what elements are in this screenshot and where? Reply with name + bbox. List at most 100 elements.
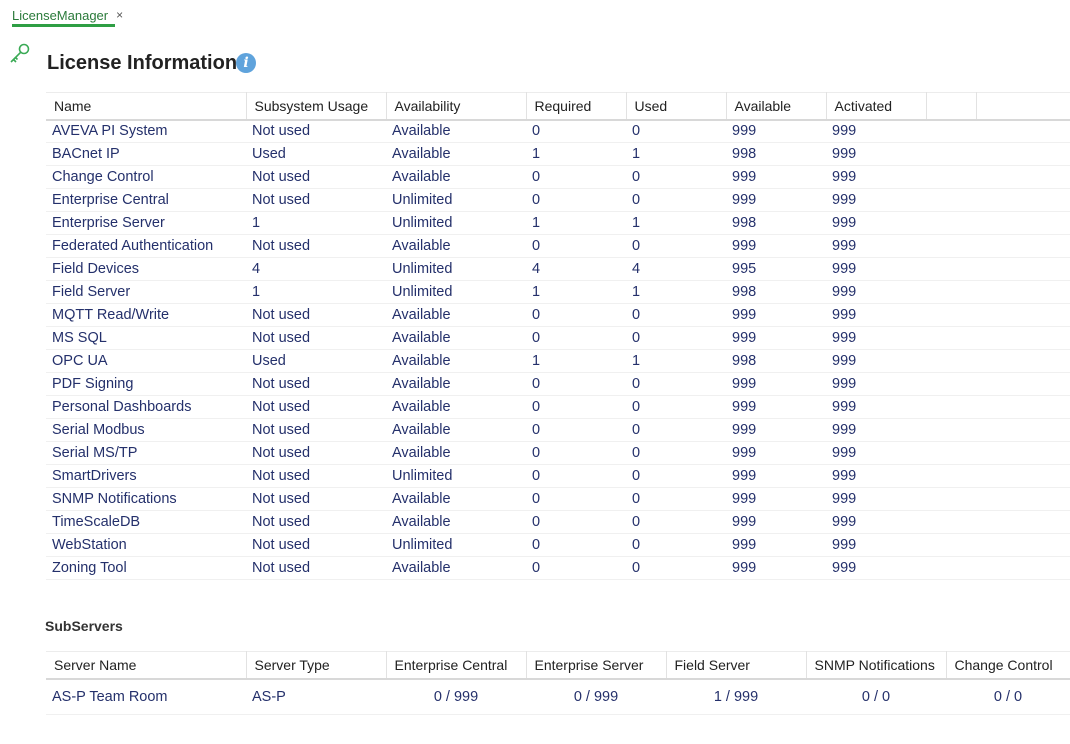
table-row[interactable]: Change Control Not used Available 0 0 999 999 [46, 165, 1070, 189]
table-row[interactable]: Field Devices 4 Unlimited 4 4 995 999 [46, 257, 1070, 281]
table-row[interactable]: Federated Authentication Not used Availabl… [46, 234, 1070, 258]
table-cell: 1 [626, 142, 726, 166]
table-cell: 999 [726, 533, 826, 557]
table-row[interactable]: Enterprise Server 1 Unlimited 1 1 998 999 [46, 211, 1070, 235]
table-row[interactable]: Serial Modbus Not used Available 0 0 999 999 [46, 418, 1070, 442]
table-cell: 999 [826, 326, 926, 350]
table-cell: Not used [246, 372, 386, 396]
table-row[interactable]: SmartDrivers Not used Unlimited 0 0 999 999 [46, 464, 1070, 488]
active-tab-indicator [12, 24, 115, 27]
table-cell-empty [976, 119, 1070, 143]
table-cell: 4 [526, 257, 626, 281]
column-header[interactable]: Enterprise Central [386, 651, 527, 680]
table-row[interactable]: MS SQL Not used Available 0 0 999 999 [46, 326, 1070, 350]
table-cell: Unlimited [386, 257, 526, 281]
table-cell: Not used [246, 119, 386, 143]
column-header[interactable]: Server Name [46, 651, 247, 680]
table-cell: Available [386, 349, 526, 373]
table-cell: 999 [726, 464, 826, 488]
table-row[interactable]: TimeScaleDB Not used Available 0 0 999 999 [46, 510, 1070, 534]
table-cell: Available [386, 234, 526, 258]
table-cell: 0 / 0 [946, 678, 1070, 715]
table-cell-empty [926, 441, 976, 465]
table-row[interactable]: SNMP Notifications Not used Available 0 0 999… [46, 487, 1070, 511]
table-row[interactable]: Personal Dashboards Not used Available 0 0 99… [46, 395, 1070, 419]
table-cell: Unlimited [386, 533, 526, 557]
table-row[interactable]: AVEVA PI System Not used Available 0 0 999 999 [46, 119, 1070, 143]
table-cell-empty [976, 142, 1070, 166]
table-cell: PDF Signing [46, 372, 246, 396]
license-table: Name Subsystem Usage Availability Required U… [46, 92, 1070, 580]
table-cell-empty [976, 234, 1070, 258]
table-row[interactable]: Zoning Tool Not used Available 0 0 999 999 [46, 556, 1070, 580]
table-cell: 999 [826, 464, 926, 488]
column-header[interactable]: Name [46, 92, 247, 121]
table-cell: SmartDrivers [46, 464, 246, 488]
table-cell: 0 [626, 510, 726, 534]
table-cell: Not used [246, 303, 386, 327]
column-header[interactable]: Availability [386, 92, 527, 121]
table-cell: 0 [626, 556, 726, 580]
table-cell-empty [926, 395, 976, 419]
column-header[interactable]: Field Server [666, 651, 807, 680]
table-cell-empty [926, 556, 976, 580]
table-row[interactable]: MQTT Read/Write Not used Available 0 0 999 999 [46, 303, 1070, 327]
column-header[interactable]: Subsystem Usage [246, 92, 387, 121]
table-cell: 999 [826, 303, 926, 327]
table-cell: 1 [526, 142, 626, 166]
tab-license-manager[interactable]: LicenseManager × [12, 4, 123, 26]
column-header[interactable]: Change Control [946, 651, 1070, 680]
column-header[interactable]: Activated [826, 92, 927, 121]
column-header[interactable]: Available [726, 92, 827, 121]
column-header[interactable]: Required [526, 92, 627, 121]
close-icon[interactable]: × [116, 8, 124, 22]
table-cell: 999 [826, 234, 926, 258]
table-cell: 0 [626, 395, 726, 419]
table-row[interactable]: PDF Signing Not used Available 0 0 999 999 [46, 372, 1070, 396]
table-cell: MQTT Read/Write [46, 303, 246, 327]
table-cell-empty [976, 441, 1070, 465]
table-cell: 1 [526, 280, 626, 304]
table-cell: 999 [826, 165, 926, 189]
column-header[interactable]: Used [626, 92, 727, 121]
page-title: License Information [47, 52, 238, 74]
table-cell: 998 [726, 211, 826, 235]
table-cell: BACnet IP [46, 142, 246, 166]
table-cell-empty [926, 280, 976, 304]
table-cell-empty [926, 533, 976, 557]
table-cell: 999 [726, 441, 826, 465]
table-row[interactable]: AS-P Team Room AS-P 0 / 999 0 / 999 1 / 999 0… [46, 678, 1070, 715]
column-header[interactable]: SNMP Notifications [806, 651, 947, 680]
table-cell: Available [386, 418, 526, 442]
table-row[interactable]: Serial MS/TP Not used Available 0 0 999 999 [46, 441, 1070, 465]
tab-label[interactable]: LicenseManager [12, 7, 109, 23]
table-cell-empty [926, 257, 976, 281]
table-cell: 0 [626, 533, 726, 557]
table-cell: 999 [726, 372, 826, 396]
table-cell: 0 [626, 372, 726, 396]
table-cell: 999 [826, 280, 926, 304]
table-cell: Personal Dashboards [46, 395, 246, 419]
table-cell: 1 [626, 211, 726, 235]
table-row[interactable]: WebStation Not used Unlimited 0 0 999 999 [46, 533, 1070, 557]
table-row[interactable]: Enterprise Central Not used Unlimited 0 0 999… [46, 188, 1070, 212]
table-cell: 0 [526, 326, 626, 350]
table-row[interactable]: OPC UA Used Available 1 1 998 999 [46, 349, 1070, 373]
column-header[interactable]: Server Type [246, 651, 387, 680]
table-cell: 4 [626, 257, 726, 281]
table-cell: Available [386, 372, 526, 396]
table-cell-empty [976, 280, 1070, 304]
table-cell: Enterprise Server [46, 211, 246, 235]
table-cell: 999 [826, 487, 926, 511]
table-cell-empty [976, 257, 1070, 281]
table-cell: Field Server [46, 280, 246, 304]
table-row[interactable]: BACnet IP Used Available 1 1 998 999 [46, 142, 1070, 166]
table-row[interactable]: Field Server 1 Unlimited 1 1 998 999 [46, 280, 1070, 304]
column-header[interactable] [926, 92, 977, 121]
info-icon[interactable]: i [236, 53, 256, 73]
column-header[interactable]: Enterprise Server [526, 651, 667, 680]
table-cell: 999 [726, 165, 826, 189]
table-cell-empty [926, 349, 976, 373]
subservers-table: Server Name Server Type Enterprise Central… [46, 651, 1070, 715]
table-cell: 0 [626, 165, 726, 189]
